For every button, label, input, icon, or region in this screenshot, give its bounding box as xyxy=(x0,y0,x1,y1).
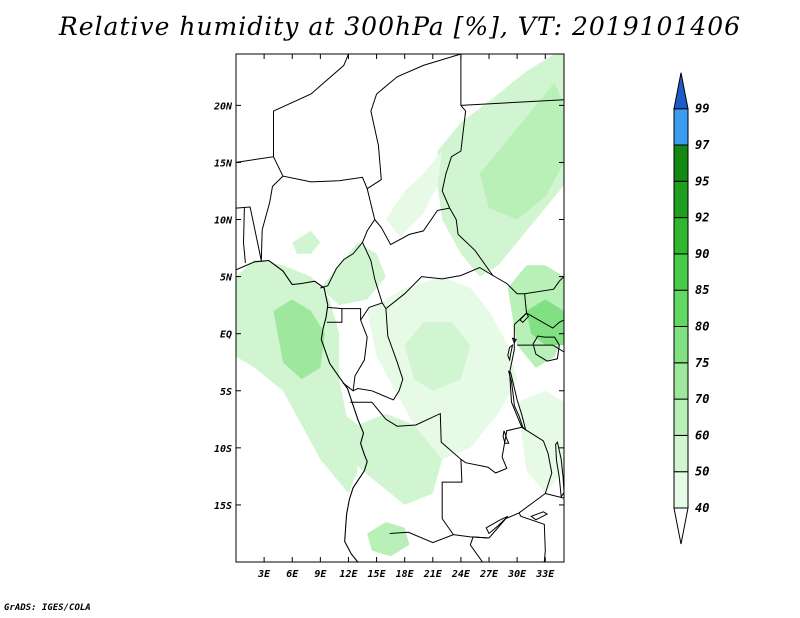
lake-outline xyxy=(507,370,527,431)
humidity-region xyxy=(320,242,386,306)
lat-tick-label: 5N xyxy=(220,273,233,284)
colorbar-segment xyxy=(673,108,689,146)
colorbar-min-triangle xyxy=(673,507,689,545)
humidity-region xyxy=(517,390,564,494)
colorbar-label: 99 xyxy=(695,102,709,116)
lon-tick-label: 21E xyxy=(423,569,443,580)
colorbar-segment xyxy=(673,471,689,509)
lat-tick-label: EQ xyxy=(220,330,232,341)
humidity-region xyxy=(329,402,443,505)
lon-tick-label: 15E xyxy=(368,569,387,580)
colorbar-label: 80 xyxy=(695,320,709,334)
country-border xyxy=(374,207,450,246)
colorbar: 40 50 60 70 75 80 85 90 92 95 97 99 xyxy=(673,72,710,545)
humidity-region xyxy=(273,299,325,380)
colorbar-max-triangle xyxy=(673,72,689,110)
colorbar-label: 40 xyxy=(695,501,709,515)
colorbar-segment xyxy=(673,144,689,182)
axis-layer: 3E 6E 9E 12E 15E 18E 21E 24E 27E 30E 33E 20N 15N 10N 5… xyxy=(213,54,564,580)
lon-tick-label: 9E xyxy=(314,569,327,580)
colorbar-segment xyxy=(673,253,689,291)
lake-outline xyxy=(530,511,549,521)
colorbar-segment xyxy=(673,398,689,436)
colorbar-segment xyxy=(673,326,689,364)
country-border xyxy=(526,312,564,329)
country-border xyxy=(242,208,246,263)
country-border xyxy=(342,302,383,392)
country-border xyxy=(236,206,262,261)
lon-tick-label: 30E xyxy=(507,569,527,580)
colorbar-label: 85 xyxy=(695,283,709,297)
country-boundary-layer xyxy=(236,54,564,562)
country-border xyxy=(460,99,564,106)
humidity-region xyxy=(404,322,471,391)
grads-credit: GrADS: IGES/COLA xyxy=(4,603,91,613)
lon-tick-label: 12E xyxy=(339,569,358,580)
country-border xyxy=(457,234,494,276)
lake-outline xyxy=(532,335,560,362)
lon-tick-label: 6E xyxy=(286,569,299,580)
country-border xyxy=(366,54,462,190)
lake-outline xyxy=(485,515,509,535)
country-border xyxy=(385,266,494,309)
humidity-region xyxy=(526,299,564,346)
humidity-region xyxy=(292,230,321,254)
country-border xyxy=(441,54,467,235)
country-border xyxy=(352,308,404,401)
coastline xyxy=(236,260,368,562)
lat-tick-label: 15S xyxy=(214,501,232,512)
country-border xyxy=(517,344,564,353)
country-border xyxy=(469,536,490,562)
humidity-region xyxy=(367,522,410,557)
lat-tick-label: 10S xyxy=(214,444,232,455)
humidity-region xyxy=(479,82,564,220)
colorbar-label: 75 xyxy=(695,356,709,370)
lat-tick-label: 20N xyxy=(213,101,233,112)
humidity-fill-layer xyxy=(236,54,564,557)
chart-title: Relative humidity at 300hPa [%], VT: 201… xyxy=(58,12,742,41)
humidity-region xyxy=(385,151,443,237)
colorbar-segment xyxy=(673,289,689,328)
colorbar-segment xyxy=(673,180,689,219)
lake-outline xyxy=(519,312,530,323)
lat-tick-label: 10N xyxy=(214,216,233,227)
country-border xyxy=(236,54,349,163)
country-border xyxy=(327,306,342,310)
colorbar-segment xyxy=(673,434,689,473)
colorbar-segment xyxy=(673,362,689,400)
country-border xyxy=(260,175,284,261)
colorbar-label: 60 xyxy=(695,428,709,442)
colorbar-label: 95 xyxy=(695,174,709,188)
lake-outline xyxy=(507,343,514,362)
colorbar-label: 97 xyxy=(695,138,710,152)
colorbar-segment xyxy=(673,217,689,255)
colorbar-label: 92 xyxy=(695,211,709,225)
lake-outline xyxy=(555,440,564,499)
country-border xyxy=(488,426,553,539)
lat-tick-label: 5S xyxy=(220,387,232,398)
lake-outline xyxy=(511,337,517,344)
country-border xyxy=(273,156,376,289)
lon-tick-label: 27E xyxy=(479,569,499,580)
lon-tick-label: 33E xyxy=(535,569,555,580)
lat-tick-label: 15N xyxy=(214,158,233,169)
country-border xyxy=(350,401,463,535)
colorbar-label: 70 xyxy=(695,392,709,406)
country-border xyxy=(518,512,546,562)
lake-outline xyxy=(502,430,510,444)
lon-tick-label: 24E xyxy=(451,569,471,580)
humidity-region xyxy=(236,259,358,494)
country-border xyxy=(362,242,387,309)
colorbar-label: 90 xyxy=(695,247,709,261)
lon-tick-label: 3E xyxy=(257,569,271,580)
colorbar-label: 50 xyxy=(695,465,709,479)
map-frame xyxy=(235,53,565,563)
lon-tick-label: 18E xyxy=(396,569,415,580)
